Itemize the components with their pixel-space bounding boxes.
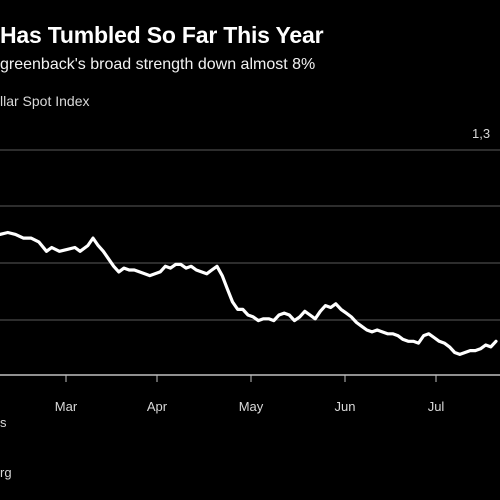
- x-tick-label: May: [239, 399, 264, 414]
- source-note: rg: [0, 465, 12, 480]
- chart-subtitle: greenback's broad strength down almost 8…: [0, 56, 316, 73]
- series-label: llar Spot Index: [0, 93, 90, 109]
- x-tick-label: Jul: [428, 399, 445, 414]
- y-tick-label: 1,3: [472, 126, 490, 141]
- x-tick-label: Jun: [335, 399, 356, 414]
- x-tick-label: Mar: [55, 399, 78, 414]
- x-tick-label: Apr: [147, 399, 168, 414]
- footer-note: s: [0, 415, 7, 430]
- series-line: [0, 230, 498, 356]
- chart-title: Has Tumbled So Far This Year: [0, 22, 324, 48]
